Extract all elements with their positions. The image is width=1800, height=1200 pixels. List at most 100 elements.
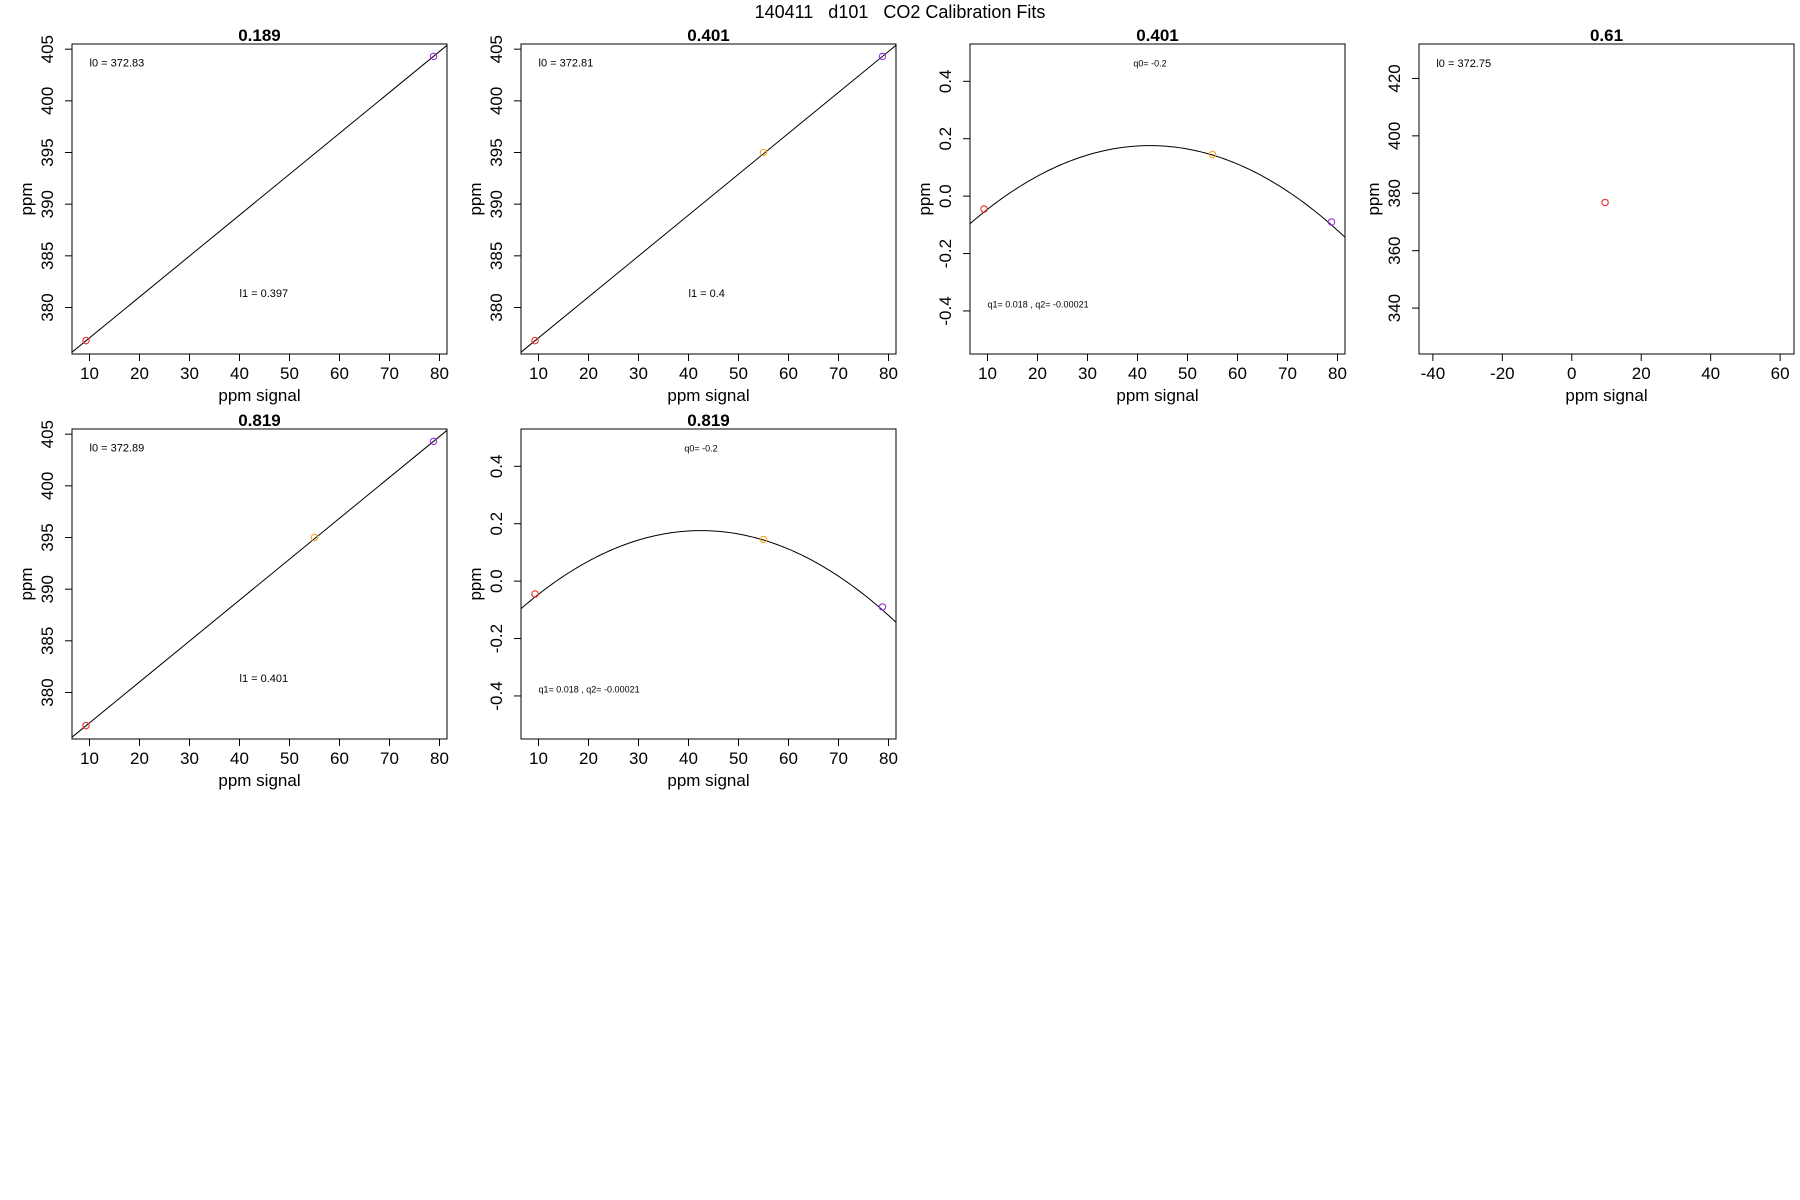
x-tick-label: 30 bbox=[180, 364, 199, 383]
x-tick-label: 30 bbox=[629, 364, 648, 383]
plot-frame bbox=[969, 43, 1346, 355]
chart-panel-2: 0.401 10 20 30 40 50 60 70 80 ppm signal 380 385 390… bbox=[466, 26, 898, 405]
fit-curve bbox=[521, 530, 896, 623]
data-point bbox=[531, 590, 539, 598]
y-tick-label: 340 bbox=[1385, 294, 1404, 322]
y-tick-label: 405 bbox=[38, 420, 57, 448]
y-tick-label: 395 bbox=[38, 138, 57, 166]
y-tick-label: -0.2 bbox=[936, 239, 955, 268]
y-tick-label: 400 bbox=[487, 87, 506, 115]
data-point bbox=[429, 52, 438, 61]
data-point bbox=[82, 721, 90, 730]
x-tick-label: 20 bbox=[1632, 364, 1651, 383]
chart-panel-4: 0.61 -40 -20 0 20 40 60 ppm signal 340 360 380 400 4… bbox=[1364, 26, 1795, 405]
y-tick-label: 405 bbox=[38, 35, 57, 63]
y-tick-label: -0.4 bbox=[936, 296, 955, 325]
annotation-label: l0 = 372.81 bbox=[539, 58, 594, 70]
data-point bbox=[1327, 218, 1336, 226]
x-tick-label: 70 bbox=[829, 749, 848, 768]
annotation-label: q0= -0.2 bbox=[684, 443, 717, 453]
x-tick-label: -20 bbox=[1490, 364, 1515, 383]
x-tick-label: 50 bbox=[729, 364, 748, 383]
y-tick-label: 0.4 bbox=[936, 69, 955, 93]
data-point bbox=[82, 336, 90, 345]
chart-panel-6: 0.819 10 20 30 40 50 60 70 80 ppm signal -0.4 -0.2 0… bbox=[466, 411, 898, 790]
y-tick-label: 400 bbox=[1385, 122, 1404, 150]
annotation-label: q1= 0.018 , q2= -0.00021 bbox=[988, 300, 1089, 310]
chart-title: 0.401 bbox=[1136, 26, 1179, 45]
y-axis-label: ppm bbox=[17, 567, 36, 600]
y-tick-label: 380 bbox=[38, 678, 57, 706]
chart-panel-5: 0.819 10 20 30 40 50 60 70 80 ppm signal 380 385 390… bbox=[17, 411, 449, 790]
x-axis-label: ppm signal bbox=[218, 771, 300, 790]
x-tick-label: 10 bbox=[80, 749, 99, 768]
x-tick-label: 50 bbox=[1178, 364, 1197, 383]
data-point bbox=[878, 52, 887, 61]
data-point bbox=[980, 205, 988, 213]
x-tick-label: 80 bbox=[430, 749, 449, 768]
x-tick-label: 50 bbox=[729, 749, 748, 768]
y-axis-label: ppm bbox=[466, 182, 485, 215]
y-tick-label: 395 bbox=[38, 523, 57, 551]
y-axis-label: ppm bbox=[466, 567, 485, 600]
plot-frame bbox=[71, 43, 448, 355]
fit-line bbox=[72, 44, 447, 353]
data-point bbox=[429, 437, 438, 446]
page-title: 140411 d101 CO2 Calibration Fits bbox=[754, 2, 1046, 22]
data-point bbox=[759, 148, 768, 157]
plot-frame bbox=[1418, 43, 1795, 355]
y-tick-label: 400 bbox=[38, 87, 57, 115]
chart-panel-3: 0.401 10 20 30 40 50 60 70 80 ppm signal -0.4 -0.2 0… bbox=[915, 26, 1347, 405]
x-tick-label: 70 bbox=[380, 364, 399, 383]
x-tick-label: 10 bbox=[978, 364, 997, 383]
x-axis-label: ppm signal bbox=[1116, 386, 1198, 405]
x-tick-label: 20 bbox=[579, 364, 598, 383]
x-tick-label: 60 bbox=[1228, 364, 1247, 383]
chart-panel-1: 0.189 10 20 30 40 50 60 70 80 ppm signal 380 385 390… bbox=[17, 26, 449, 405]
x-tick-label: 10 bbox=[529, 364, 548, 383]
x-tick-label: 80 bbox=[879, 749, 898, 768]
plot-frame bbox=[520, 428, 897, 740]
y-tick-label: 390 bbox=[38, 190, 57, 218]
x-tick-label: 0 bbox=[1567, 364, 1576, 383]
fit-curve bbox=[970, 145, 1345, 238]
plot-frame bbox=[520, 43, 897, 355]
chart-title: 0.189 bbox=[238, 26, 281, 45]
x-tick-label: 80 bbox=[879, 364, 898, 383]
x-tick-label: 10 bbox=[529, 749, 548, 768]
x-tick-label: 70 bbox=[380, 749, 399, 768]
x-tick-label: 40 bbox=[230, 364, 249, 383]
y-tick-label: 0.2 bbox=[936, 127, 955, 151]
y-tick-label: -0.4 bbox=[487, 681, 506, 710]
y-axis-label: ppm bbox=[17, 182, 36, 215]
x-tick-label: 30 bbox=[180, 749, 199, 768]
x-tick-label: 80 bbox=[1328, 364, 1347, 383]
x-tick-label: -40 bbox=[1421, 364, 1446, 383]
y-tick-label: 405 bbox=[487, 35, 506, 63]
x-tick-label: 30 bbox=[629, 749, 648, 768]
x-axis-label: ppm signal bbox=[1565, 386, 1647, 405]
y-tick-label: 360 bbox=[1385, 236, 1404, 264]
data-point bbox=[1601, 198, 1609, 207]
x-tick-label: 40 bbox=[1701, 364, 1720, 383]
y-tick-label: 385 bbox=[38, 242, 57, 270]
y-tick-label: 0.0 bbox=[487, 569, 506, 593]
data-point bbox=[1208, 150, 1217, 159]
y-tick-label: 385 bbox=[487, 242, 506, 270]
x-tick-label: 60 bbox=[330, 749, 349, 768]
annotation-label: q0= -0.2 bbox=[1133, 58, 1166, 68]
chart-title: 0.61 bbox=[1590, 26, 1623, 45]
annotation-label: q1= 0.018 , q2= -0.00021 bbox=[539, 685, 640, 695]
x-tick-label: 70 bbox=[829, 364, 848, 383]
x-axis-label: ppm signal bbox=[667, 771, 749, 790]
plot-frame bbox=[71, 428, 448, 740]
y-tick-label: 400 bbox=[38, 472, 57, 500]
y-tick-label: 385 bbox=[38, 627, 57, 655]
x-tick-label: 60 bbox=[779, 749, 798, 768]
annotation-label: l1 = 0.401 bbox=[240, 673, 289, 685]
x-tick-label: 20 bbox=[1028, 364, 1047, 383]
x-axis-label: ppm signal bbox=[667, 386, 749, 405]
annotation-label: l1 = 0.4 bbox=[689, 288, 725, 300]
